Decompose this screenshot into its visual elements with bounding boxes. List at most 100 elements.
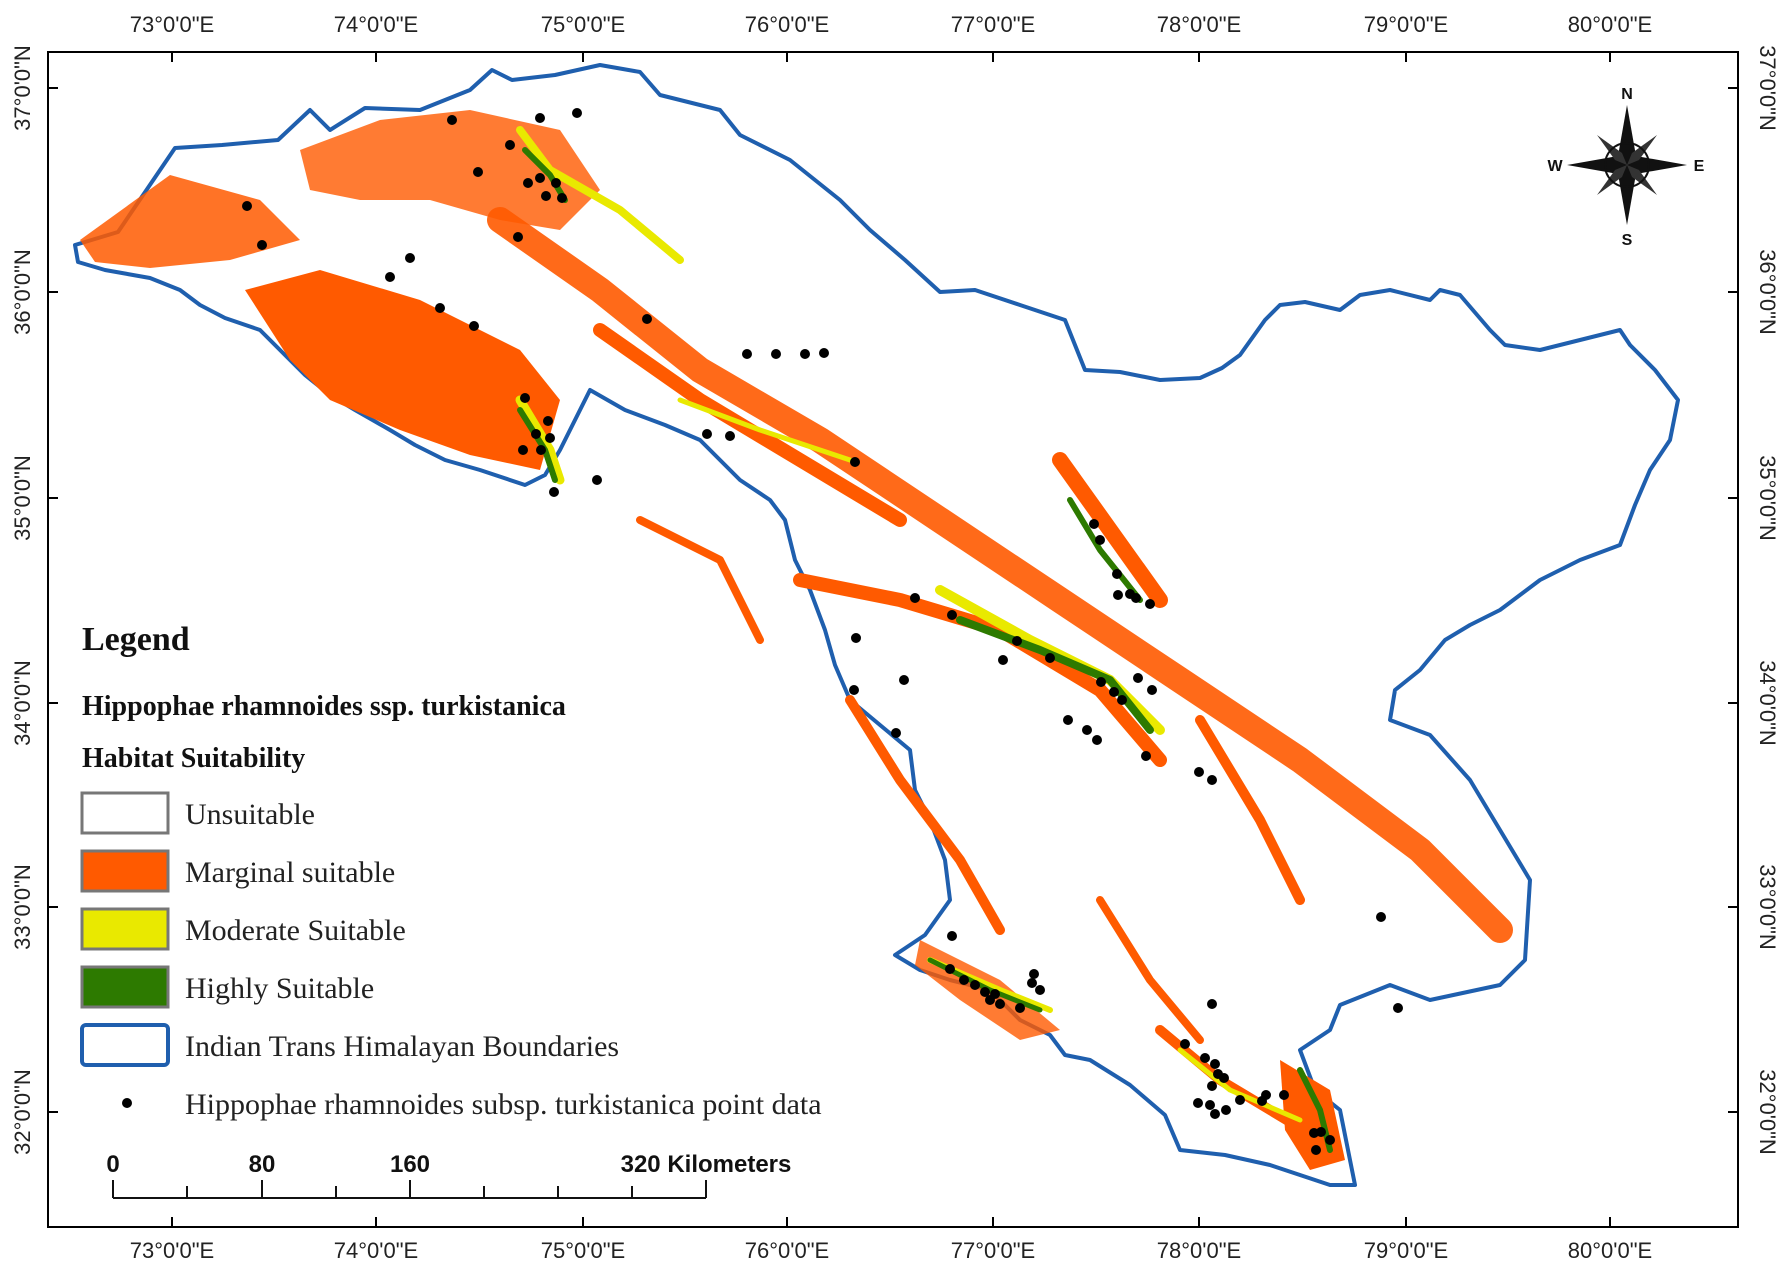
occurrence-point: [1095, 535, 1105, 545]
occurrence-point: [1316, 1127, 1326, 1137]
lat-label-right: 36°0'0"N: [1755, 249, 1780, 335]
lat-label-right: 37°0'0"N: [1755, 45, 1780, 131]
compass-west-arrow: [1567, 156, 1627, 174]
lat-label-right: 32°0'0"N: [1755, 1069, 1780, 1155]
occurrence-point: [851, 633, 861, 643]
occurrence-point: [1210, 1059, 1220, 1069]
moderate-ridge: [677, 397, 853, 463]
scale-label-160: 160: [390, 1151, 430, 1178]
occurrence-point: [1207, 999, 1217, 1009]
marginal-patch: [245, 270, 560, 470]
occurrence-point: [257, 240, 267, 250]
occurrence-point: [523, 178, 533, 188]
compass-e-label: E: [1694, 158, 1705, 175]
lon-label-bottom: 78°0'0"E: [1157, 1238, 1241, 1263]
legend-label-boundary: Indian Trans Himalayan Boundaries: [185, 1030, 619, 1063]
lon-label-bottom: 74°0'0"E: [334, 1238, 418, 1263]
occurrence-point: [1325, 1135, 1335, 1145]
occurrence-point: [800, 349, 810, 359]
lon-label-top: 78°0'0"E: [1157, 12, 1241, 37]
moderate-ridge: [516, 126, 684, 264]
legend: Legend Hippophae rhamnoides ssp. turkist…: [80, 621, 822, 1121]
occurrence-point: [980, 987, 990, 997]
occurrence-point: [469, 321, 479, 331]
occurrence-point: [549, 487, 559, 497]
lon-label-top: 73°0'0"E: [130, 12, 214, 37]
lon-label-top: 79°0'0"E: [1364, 12, 1448, 37]
scale-label-80: 80: [249, 1151, 276, 1178]
occurrence-point: [1092, 735, 1102, 745]
lat-label-left: 32°0'0"N: [10, 1069, 35, 1155]
lat-label-right: 35°0'0"N: [1755, 455, 1780, 541]
lon-label-top: 76°0'0"E: [745, 12, 829, 37]
occurrence-point: [1133, 673, 1143, 683]
high-ridge: [956, 616, 1154, 734]
compass-s-label: S: [1622, 232, 1633, 249]
lat-label-left: 34°0'0"N: [10, 660, 35, 746]
occurrence-point: [541, 191, 551, 201]
lat-label-left: 35°0'0"N: [10, 455, 35, 541]
legend-swatch-high: [80, 965, 170, 1009]
legend-label-unsuitable: Unsuitable: [185, 798, 315, 831]
occurrence-point: [1207, 775, 1217, 785]
scale-label-0: 0: [106, 1151, 119, 1178]
compass-n-label: N: [1621, 86, 1633, 103]
occurrence-point: [1089, 519, 1099, 529]
lon-label-top: 80°0'0"E: [1568, 12, 1652, 37]
occurrence-point: [819, 348, 829, 358]
compass-east-arrow: [1627, 156, 1687, 174]
occurrence-point: [1180, 1039, 1190, 1049]
occurrence-point: [742, 349, 752, 359]
legend-swatch-boundary: [80, 1023, 170, 1067]
marginal-ridge: [793, 573, 1167, 767]
lon-label-bottom: 79°0'0"E: [1364, 1238, 1448, 1263]
lat-label-right: 33°0'0"N: [1755, 864, 1780, 950]
compass-south-arrow: [1618, 165, 1636, 225]
legend-title: Legend: [82, 621, 190, 658]
lon-label-bottom: 80°0'0"E: [1568, 1238, 1652, 1263]
occurrence-point: [1393, 1003, 1403, 1013]
lat-label-left: 36°0'0"N: [10, 249, 35, 335]
lon-label-bottom: 73°0'0"E: [130, 1238, 214, 1263]
occurrence-point: [1096, 677, 1106, 687]
lon-label-bottom: 76°0'0"E: [745, 1238, 829, 1263]
marginal-ridge: [1096, 896, 1204, 1044]
occurrence-point: [771, 349, 781, 359]
legend-label-moderate: Moderate Suitable: [185, 914, 406, 947]
occurrence-point: [1219, 1073, 1229, 1083]
occurrence-point: [850, 457, 860, 467]
occurrence-point: [985, 995, 995, 1005]
moderate-ridge: [515, 395, 565, 485]
occurrence-point: [1235, 1095, 1245, 1105]
occurrence-point: [536, 445, 546, 455]
legend-label-points: Hippophae rhamnoides subsp. turkistanica…: [185, 1088, 822, 1121]
occurrence-point: [520, 393, 530, 403]
legend-subtitle: Habitat Suitability: [82, 743, 305, 774]
marginal-patch: [80, 175, 300, 268]
occurrence-point: [1027, 978, 1037, 988]
occurrence-point: [1279, 1090, 1289, 1100]
occurrence-point: [473, 167, 483, 177]
occurrence-point: [995, 999, 1005, 1009]
longitude-axis: 73°0'0"E 74°0'0"E 75°0'0"E 76°0'0"E 77°0'0"E…: [130, 12, 1652, 1263]
occurrence-point: [1112, 569, 1122, 579]
occurrence-point: [959, 975, 969, 985]
occurrence-point: [531, 429, 541, 439]
occurrence-point: [1221, 1105, 1231, 1115]
occurrence-point: [447, 115, 457, 125]
occurrence-point: [557, 193, 567, 203]
occurrence-point: [551, 178, 561, 188]
lon-label-top: 74°0'0"E: [334, 12, 418, 37]
occurrence-points: [242, 108, 1403, 1155]
lat-label-left: 37°0'0"N: [10, 45, 35, 131]
occurrence-point: [910, 593, 920, 603]
occurrence-point: [849, 685, 859, 695]
occurrence-point: [405, 253, 415, 263]
legend-label-high: Highly Suitable: [185, 972, 374, 1005]
compass-north-arrow: [1618, 105, 1636, 165]
legend-label-marginal: Marginal suitable: [185, 856, 395, 889]
occurrence-point: [1012, 636, 1022, 646]
occurrence-point: [947, 610, 957, 620]
occurrence-point: [947, 931, 957, 941]
